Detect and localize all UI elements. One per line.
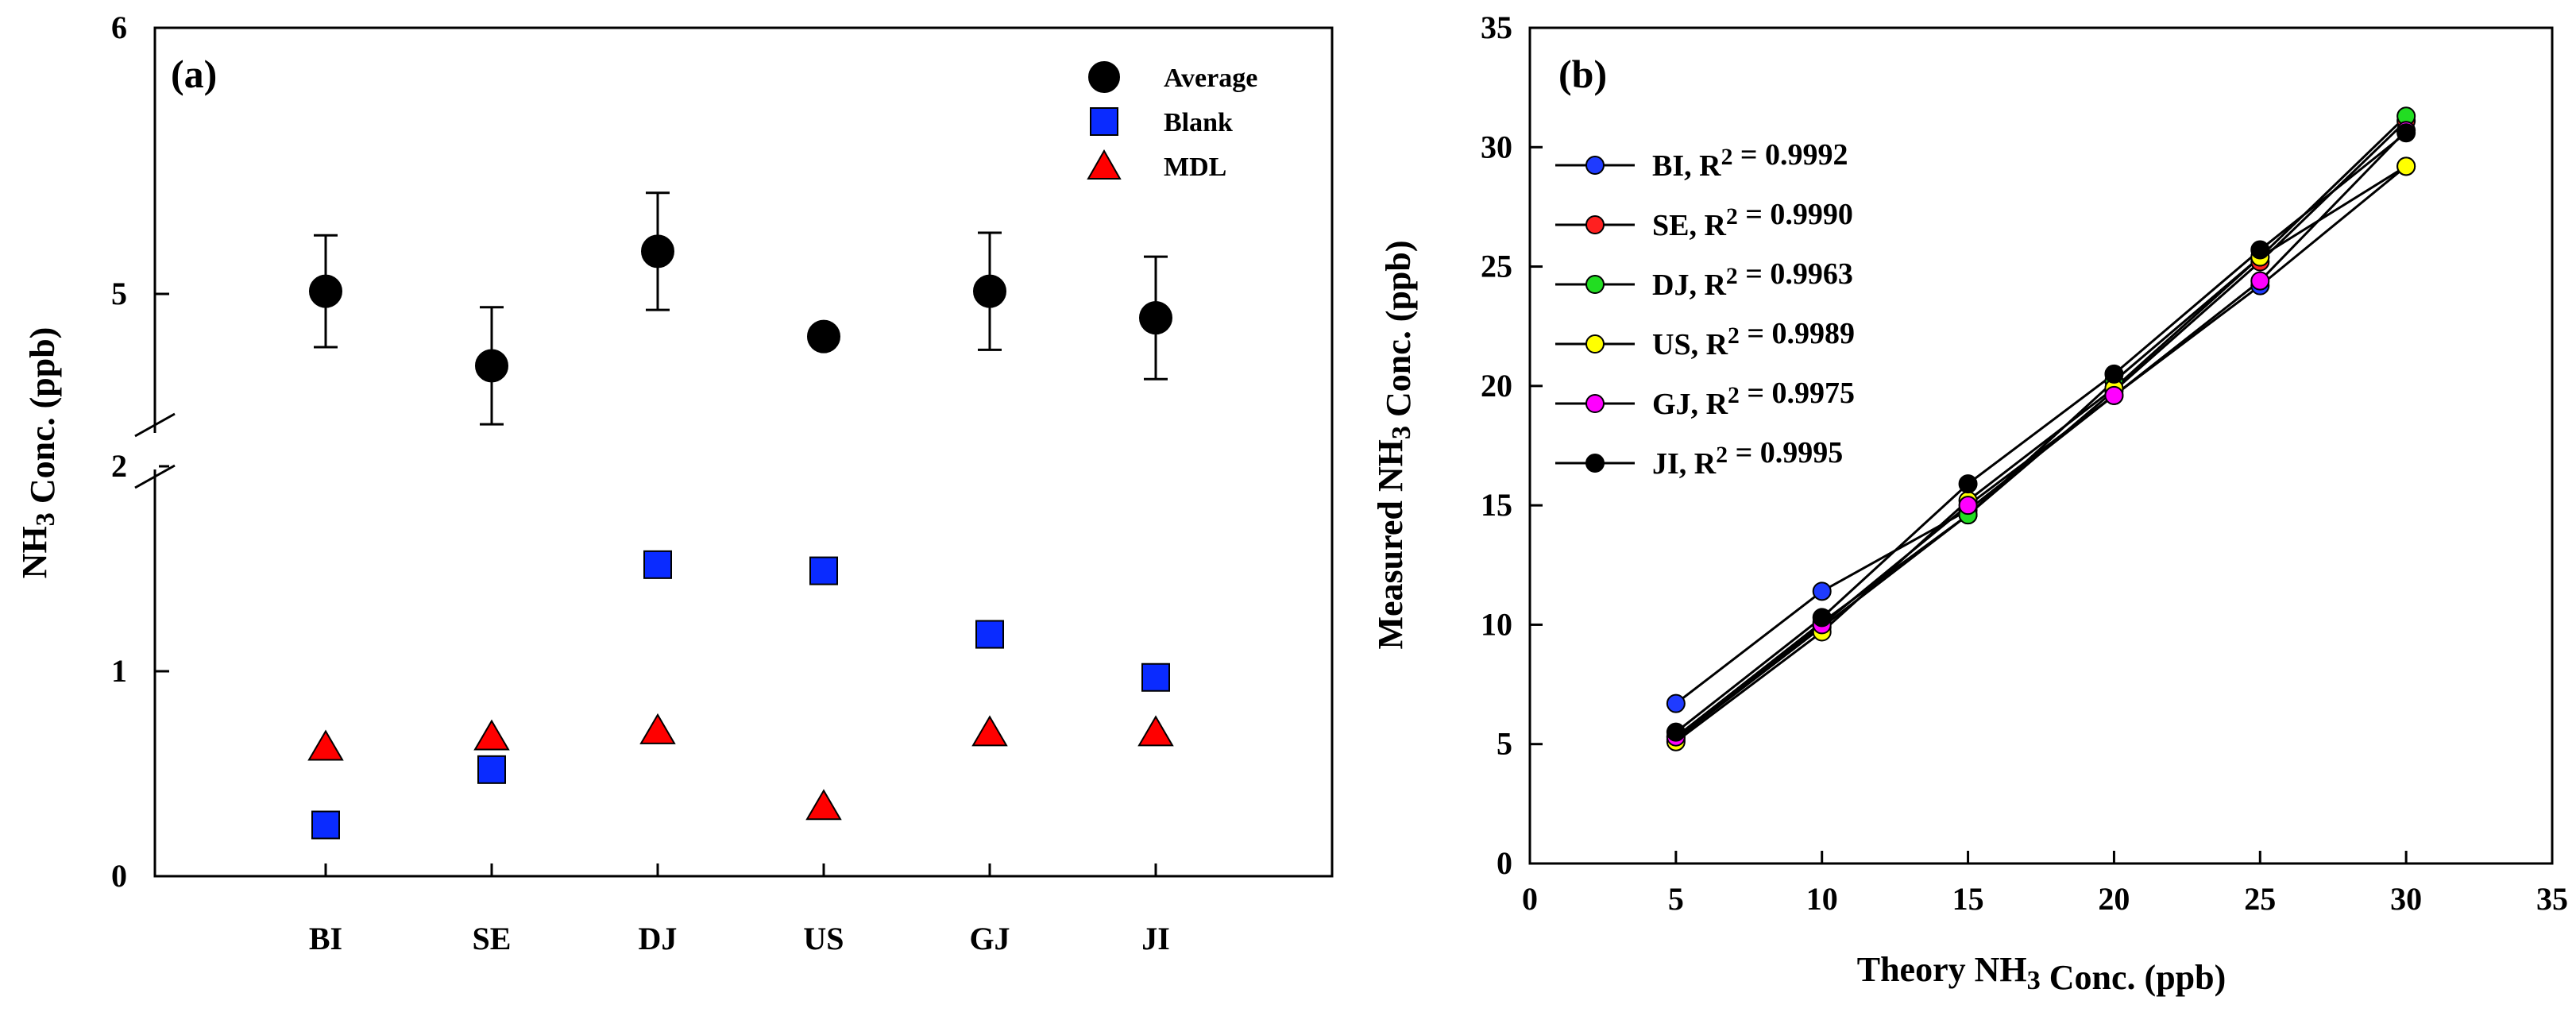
x-tick-label-a: GJ: [969, 921, 1010, 956]
point-blank: [311, 810, 340, 840]
x-axis-label-b: Theory NH3 Conc. (ppb): [1857, 950, 2226, 997]
point-us: [2396, 156, 2416, 176]
legend-marker-b: [1585, 334, 1605, 353]
series-line-gj: [1674, 129, 2408, 738]
point-gj: [1958, 496, 1978, 516]
point-mdl: [1137, 715, 1174, 747]
legend-marker-b: [1585, 215, 1605, 234]
panel-label-b: (b): [1558, 52, 1607, 96]
x-tick-label-b: 10: [1806, 881, 1838, 917]
x-tick-label-b: 25: [2244, 881, 2276, 917]
y-tick-label-a: 2: [111, 448, 127, 484]
y-tick-label-b: 35: [1481, 10, 1512, 45]
y-tick-label-a: 6: [111, 10, 127, 45]
x-tick-label-a: SE: [473, 921, 512, 956]
y-tick-label-b: 15: [1481, 487, 1512, 523]
point-blank: [477, 755, 506, 784]
point-blank: [1141, 663, 1170, 692]
y-tick-label-b: 20: [1481, 368, 1512, 404]
legend-marker-b: [1585, 275, 1605, 294]
x-tick-label-a: DJ: [639, 921, 678, 956]
series-line-ji: [1674, 132, 2408, 733]
point-mdl: [639, 713, 676, 744]
y-tick-label-b: 5: [1497, 726, 1512, 762]
y-axis-label-a: NH3 Conc. (ppb): [15, 327, 62, 579]
point-ji: [2104, 364, 2124, 384]
chart-panel-b: (b) Measured NH3 Conc. (ppb) Theory NH3 …: [1371, 10, 2568, 997]
x-tick-label-b: 5: [1668, 881, 1684, 917]
point-average: [807, 319, 840, 353]
point-ji: [2396, 123, 2416, 143]
y-tick-label-b: 25: [1481, 249, 1512, 284]
axis-break-mark: [134, 412, 176, 438]
chart-marks-a: 0 1 2 5 6 BI SE DJ US GJ JI Average Blank MDL: [111, 10, 1257, 956]
x-tick-label-a: BI: [309, 921, 342, 956]
plot-frame-b: [1528, 26, 2554, 865]
point-mdl: [473, 719, 510, 751]
point-blank: [809, 556, 838, 585]
axis-break-mark: [134, 464, 176, 489]
y-tick-label-a: 5: [111, 276, 127, 311]
point-ji: [2250, 240, 2270, 260]
panel-label-a: (a): [171, 52, 217, 96]
point-ji: [1812, 608, 1832, 628]
point-bi: [1812, 581, 1832, 601]
series-line-se: [1674, 120, 2408, 740]
legend-label-b: JI, R2 = 0.9995: [1652, 436, 1843, 481]
legend-marker-b: [1585, 156, 1605, 175]
point-ji: [1958, 474, 1978, 494]
legend-marker-b: [1585, 394, 1605, 413]
x-tick-label-a: US: [803, 921, 844, 956]
series-line-us: [1674, 165, 2407, 743]
axis-break-gap: [153, 433, 159, 469]
x-tick-label-b: 35: [2536, 881, 2568, 917]
y-tick-label-b: 30: [1481, 129, 1512, 164]
legend-label-b: BI, R2 = 0.9992: [1652, 138, 1848, 183]
point-average: [973, 274, 1006, 308]
legend-label-a: Average: [1164, 64, 1257, 93]
point-average: [309, 274, 342, 308]
point-bi: [1666, 693, 1686, 713]
legend-marker-a: [1090, 107, 1118, 136]
y-tick-label-a: 0: [111, 858, 127, 894]
point-blank: [975, 620, 1004, 649]
legend-label-b: GJ, R2 = 0.9975: [1652, 377, 1855, 421]
point-mdl: [307, 729, 344, 761]
chart-marks-b: 0 5 10 15 20 25 30 35 0 5 10 15 20 25 30 35 BI, R2 = 0.9…: [1481, 10, 2568, 917]
y-tick-label-b: 0: [1497, 845, 1512, 881]
legend-marker-a: [1087, 149, 1122, 180]
point-mdl: [805, 789, 842, 821]
series-line-bi: [1674, 165, 2408, 705]
point-average: [475, 349, 508, 383]
legend-label-b: DJ, R2 = 0.9963: [1652, 257, 1853, 302]
legend-label-a: MDL: [1164, 153, 1226, 182]
point-ji: [1666, 722, 1686, 742]
x-tick-label-b: 15: [1952, 881, 1984, 917]
point-gj: [2104, 385, 2124, 405]
y-tick-label-a: 1: [111, 653, 127, 689]
legend-label-a: Blank: [1164, 108, 1233, 137]
point-average: [1139, 301, 1172, 335]
legend-marker-b: [1585, 454, 1605, 473]
legend-marker-a: [1088, 61, 1120, 93]
chart-panel-a: (a) NH3 Conc. (ppb) 0 1 2 5 6 BI SE DJ US GJ JI Ave…: [15, 10, 1334, 956]
legend-label-b: SE, R2 = 0.9990: [1652, 198, 1853, 242]
y-axis-label-b: Measured NH3 Conc. (ppb): [1371, 240, 1418, 649]
series-line-dj: [1674, 115, 2408, 738]
x-tick-label-b: 0: [1522, 881, 1538, 917]
x-tick-label-a: JI: [1141, 921, 1170, 956]
point-average: [641, 234, 674, 268]
point-mdl: [971, 715, 1008, 747]
x-tick-label-b: 30: [2390, 881, 2422, 917]
x-tick-label-b: 20: [2098, 881, 2130, 917]
point-blank: [643, 550, 672, 579]
point-gj: [2250, 271, 2270, 291]
y-tick-label-b: 10: [1481, 606, 1512, 642]
legend-label-b: US, R2 = 0.9989: [1652, 317, 1855, 361]
